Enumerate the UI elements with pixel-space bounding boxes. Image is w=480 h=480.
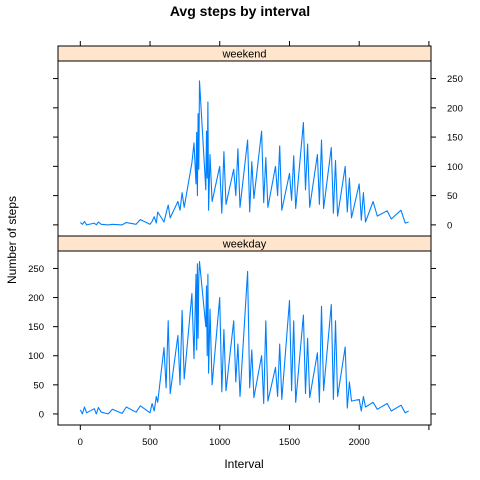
x-axis-label: Interval <box>224 457 263 471</box>
panel-weekend: weekend 0 50 100 150 200 250 <box>53 45 463 237</box>
y-tick-label: 200 <box>28 293 44 304</box>
panel-frame <box>57 250 432 426</box>
series-line-weekday <box>79 260 409 415</box>
x-tick-label: 500 <box>142 437 158 448</box>
y-tick-label: 150 <box>28 322 44 333</box>
y-tick-label: 150 <box>447 133 463 144</box>
y-axis-label: Number of steps <box>5 196 19 284</box>
strip-label: weekend <box>221 49 266 61</box>
x-tick-label: 2000 <box>349 437 370 448</box>
y-tick-label: 100 <box>447 162 463 173</box>
strip-label: weekday <box>222 239 267 251</box>
y-tick-label: 250 <box>28 264 44 275</box>
y-tick-label: 250 <box>447 74 463 85</box>
y-tick-label: 0 <box>447 220 452 231</box>
panel-weekday: weekday 0 50 100 150 200 250 <box>28 235 436 426</box>
x-tick-label: 1000 <box>209 437 230 448</box>
y-tick-label: 200 <box>447 103 463 114</box>
series-line-weekend <box>79 80 409 226</box>
chart-title: Avg steps by interval <box>170 3 310 19</box>
panels-layer: weekend 0 50 100 150 200 250 weekday 0 50 100 150 20… <box>28 41 463 448</box>
x-tick-label: 0 <box>78 437 83 448</box>
x-tick-label: 1500 <box>279 437 300 448</box>
y-tick-label: 50 <box>447 191 458 202</box>
y-tick-label: 50 <box>33 380 44 391</box>
y-tick-label: 100 <box>28 351 44 362</box>
y-tick-label: 0 <box>39 409 44 420</box>
